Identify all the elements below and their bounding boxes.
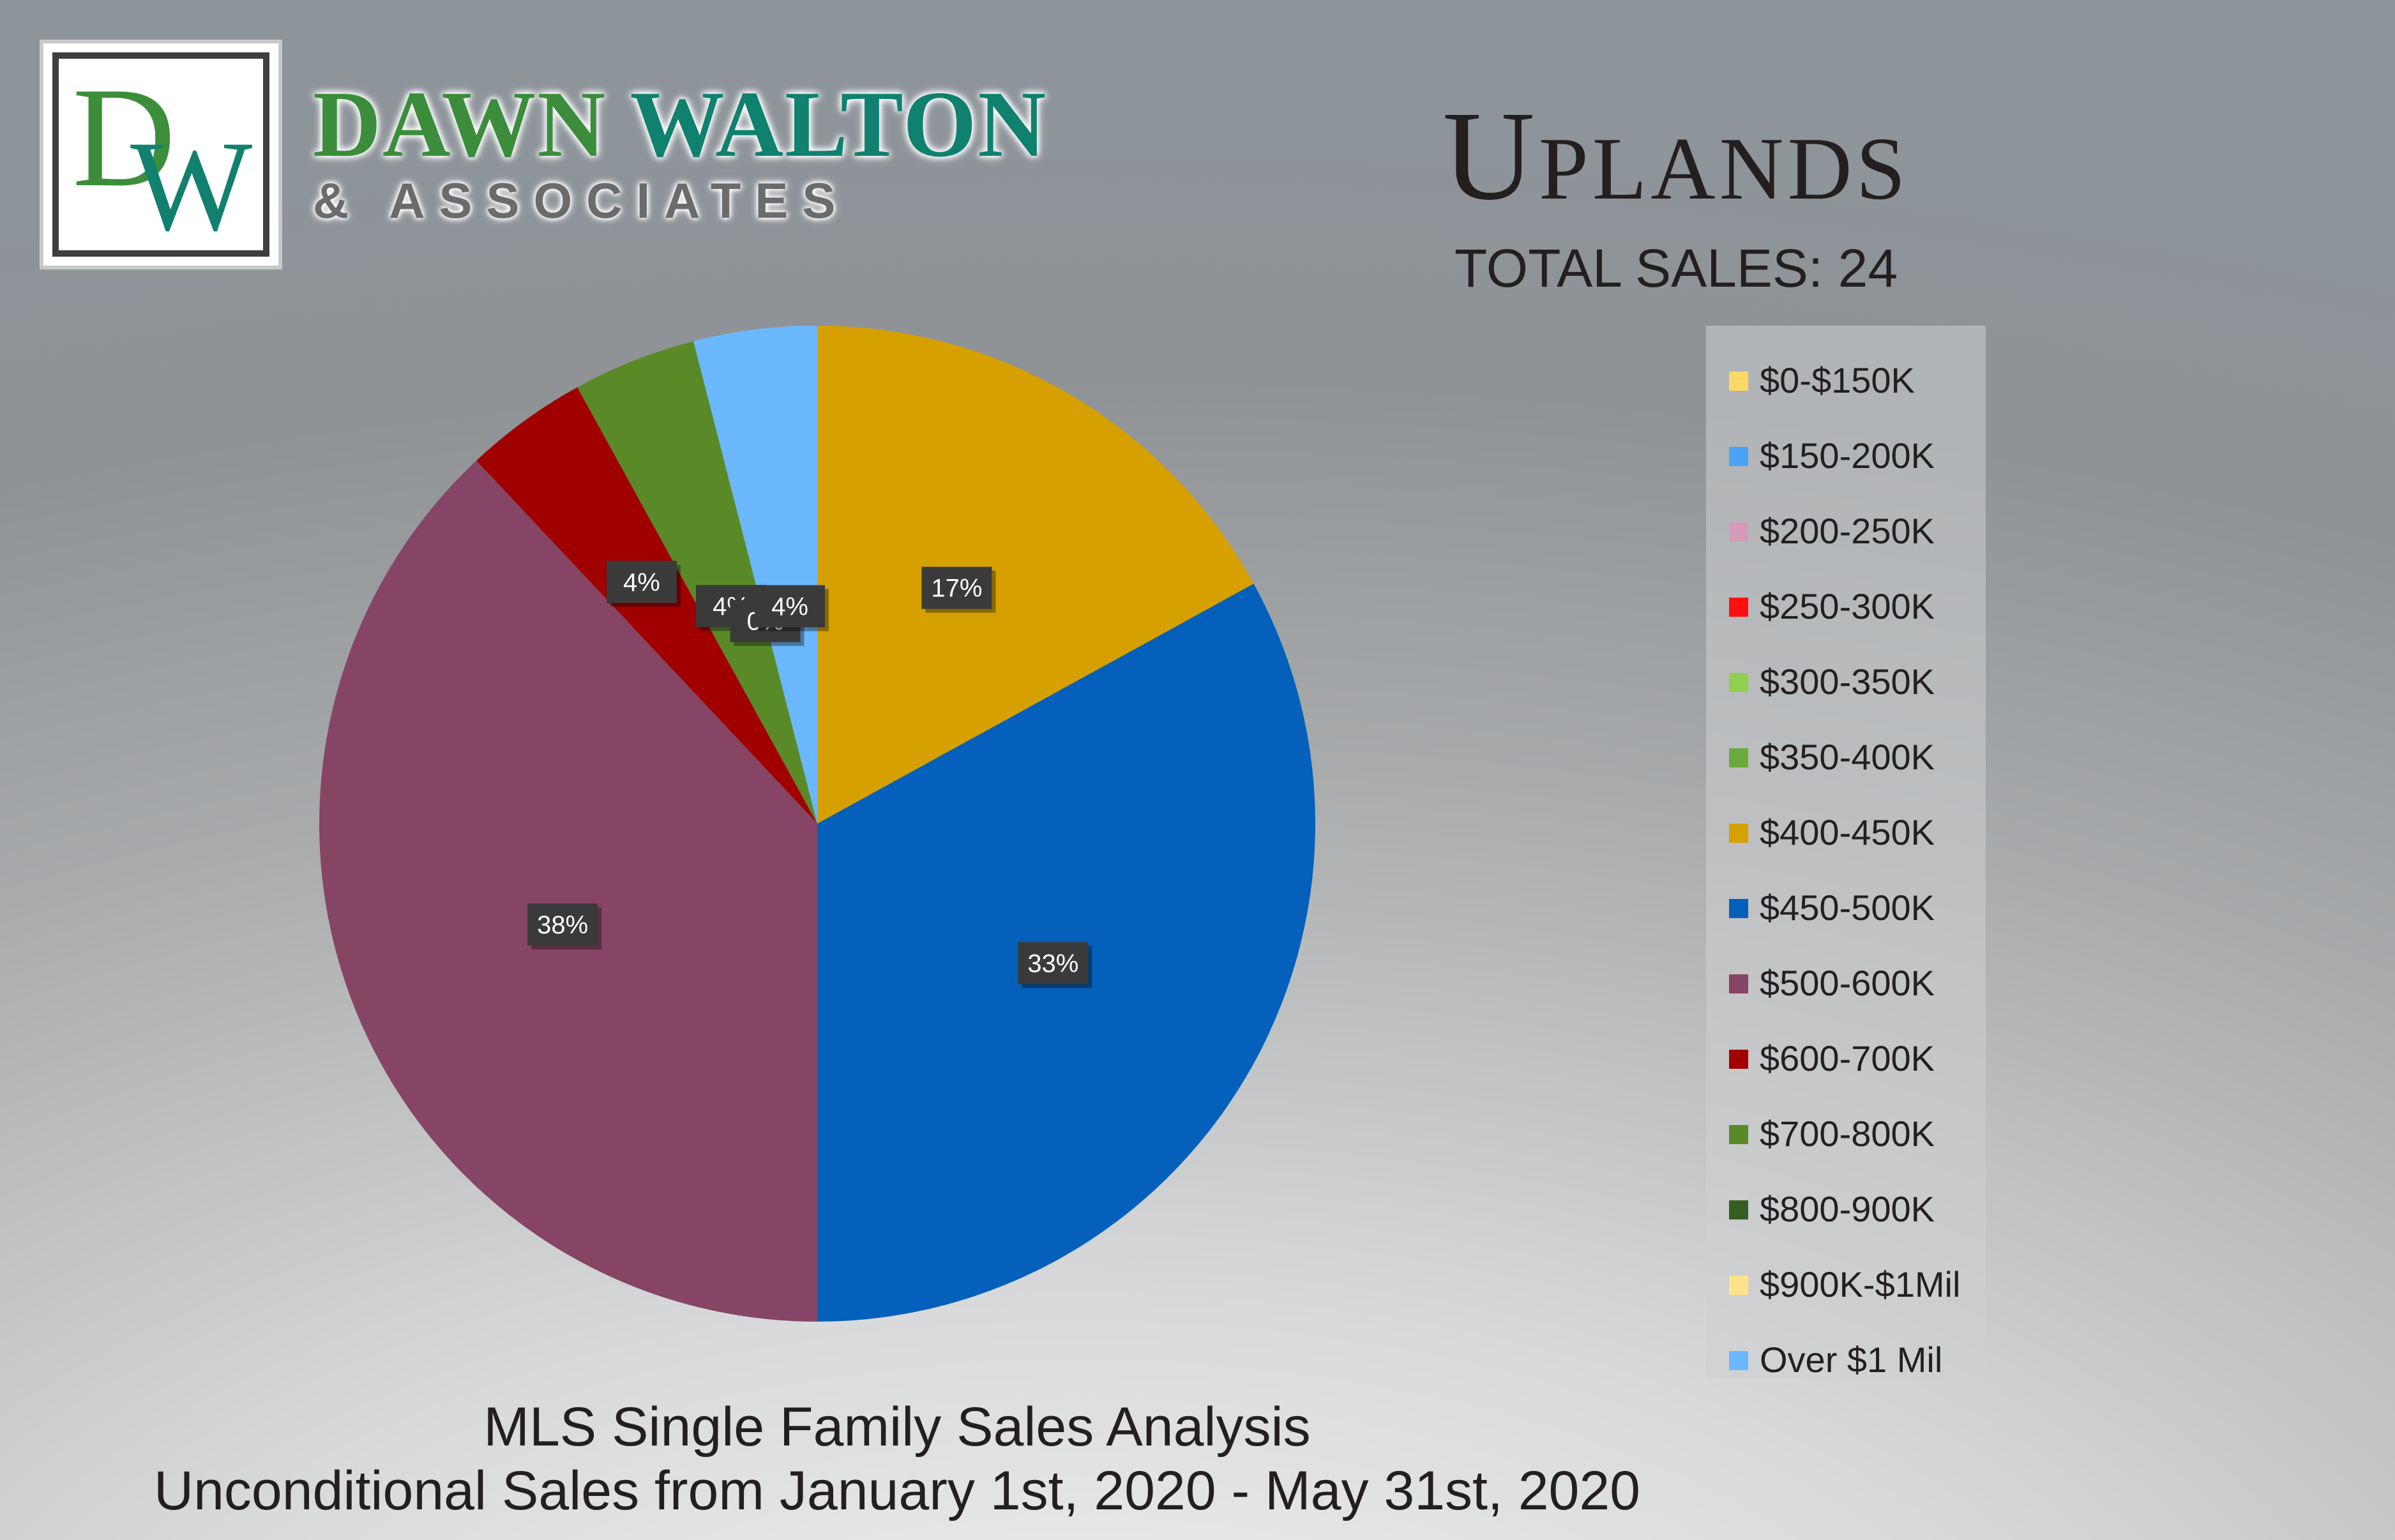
footer-title: MLS Single Family Sales Analysis (483, 1396, 1311, 1458)
data-label-box (754, 585, 825, 628)
legend-label: $900K-$1Mil (1760, 1264, 1961, 1304)
logo-letter-d: D (72, 59, 176, 216)
data-label: 17% (921, 566, 996, 613)
data-label-box (527, 903, 598, 946)
data-label: 4% (606, 561, 681, 607)
legend-label: $400-450K (1760, 812, 1935, 852)
legend-label: $250-300K (1760, 586, 1935, 626)
data-label: 38% (527, 903, 602, 949)
legend-label: $300-350K (1760, 661, 1935, 702)
data-label-text: 4% (771, 593, 808, 621)
chart-title: Uplands (1442, 86, 1910, 227)
logo-box: D W (40, 40, 282, 269)
legend-label: $450-500K (1760, 887, 1935, 928)
legend-item: $0-$150K (1706, 345, 1986, 420)
legend-swatch (1729, 1276, 1748, 1295)
pie-slices (319, 326, 1315, 1322)
legend-item: $250-300K (1706, 571, 1986, 646)
brand-word-walton: WALTON (630, 72, 1048, 177)
legend-label: $600-700K (1760, 1038, 1935, 1078)
legend-item: $500-600K (1706, 947, 1986, 1023)
data-label: 4% (754, 585, 829, 631)
legend-label: $200-250K (1760, 511, 1935, 551)
legend: $0-$150K $150-200K $200-250K $250-300K $300-… (1706, 326, 1986, 1380)
legend-label: $150-200K (1760, 435, 1935, 476)
legend-label: $350-400K (1760, 737, 1935, 777)
legend-swatch (1729, 1200, 1748, 1219)
data-label-box (606, 561, 677, 603)
data-label-box (1018, 942, 1089, 985)
legend-item: $800-900K (1706, 1174, 1986, 1249)
legend-item: $600-700K (1706, 1023, 1986, 1098)
brand-word-dawn: DAWN (313, 72, 607, 177)
pie-slice (693, 326, 817, 824)
pie-slice (476, 387, 817, 824)
legend-label: $800-900K (1760, 1189, 1935, 1229)
legend-swatch (1729, 824, 1748, 843)
legend-item: $350-400K (1706, 721, 1986, 797)
legend-swatch (1729, 598, 1748, 617)
pie-slice (319, 460, 818, 1322)
legend-item: $150-200K (1706, 420, 1986, 495)
legend-swatch (1729, 673, 1748, 692)
legend-swatch (1729, 1050, 1748, 1069)
legend-item: $300-350K (1706, 646, 1986, 721)
legend-swatch (1729, 974, 1748, 993)
data-label-text: 17% (931, 575, 982, 603)
legend-item: $900K-$1Mil (1706, 1249, 1986, 1324)
pie-slice (577, 341, 817, 824)
legend-item: $450-500K (1706, 872, 1986, 947)
data-label-text: 4% (623, 568, 660, 596)
legend-label: $0-$150K (1760, 360, 1915, 400)
legend-swatch (1729, 1125, 1748, 1144)
dw-monogram-icon: D W (72, 59, 252, 250)
legend-swatch (1729, 447, 1748, 466)
footer-date-range: Unconditional Sales from January 1st, 20… (153, 1460, 1641, 1521)
data-label: 33% (1018, 942, 1092, 988)
pie-data-labels: 17%33%38%4%4%0%4% (527, 561, 1092, 988)
data-label-box (921, 566, 992, 609)
data-label-text: 38% (537, 911, 588, 939)
brand-line2: & ASSOCIATES (313, 172, 850, 229)
legend-swatch (1729, 899, 1748, 918)
brand-name: DAWN WALTON & ASSOCIATES (313, 77, 1047, 229)
legend-item: Over $1 Mil (1706, 1324, 1986, 1400)
legend-swatch (1729, 748, 1748, 767)
pie-chart: 17%33%38%4%4%0%4% (319, 326, 1315, 1322)
brand-line1: DAWN WALTON (313, 77, 1047, 172)
data-label-text: 33% (1027, 949, 1078, 978)
legend-label: $500-600K (1760, 963, 1935, 1003)
legend-swatch (1729, 1351, 1748, 1370)
chart-subtitle: TOTAL SALES: 24 (1454, 238, 1898, 298)
legend-swatch (1729, 372, 1748, 391)
legend-item: $700-800K (1706, 1098, 1986, 1174)
legend-swatch (1729, 522, 1748, 541)
logo-letter-w: W (130, 114, 252, 250)
logo-frame: D W (52, 52, 269, 257)
legend-item: $200-250K (1706, 495, 1986, 571)
pie-slice (817, 326, 1254, 824)
legend-item: $400-450K (1706, 797, 1986, 872)
legend-label: Over $1 Mil (1760, 1340, 1943, 1380)
legend-label: $700-800K (1760, 1113, 1935, 1154)
